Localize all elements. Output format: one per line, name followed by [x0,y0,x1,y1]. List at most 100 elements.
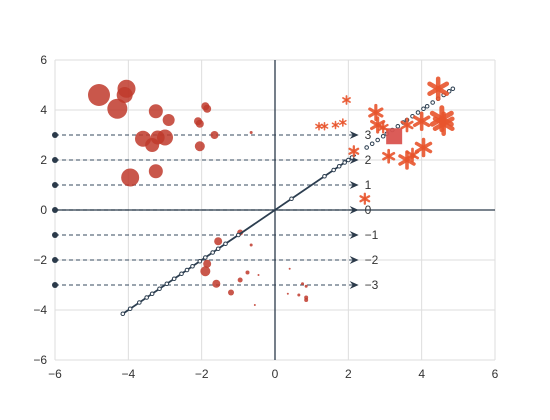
star-arm [405,150,420,160]
level-start-dot [52,132,58,138]
circle-marker [121,168,140,187]
diagonal-point [120,311,126,317]
diagonal-point [342,160,347,165]
star-arm [331,122,340,128]
level-start-dot [52,232,58,238]
diagonal-point [369,141,375,147]
level-start-dot [52,257,58,263]
level-arrow-head [349,131,359,139]
x-tick-label: −6 [48,367,62,381]
star-arm [382,151,396,161]
diagonal-point [197,258,203,264]
x-tick-label: 6 [492,367,499,381]
star-series [315,76,455,205]
diagonal-point [364,145,369,150]
diagonal-point [289,196,294,202]
star-marker [342,95,351,105]
star-marker [400,117,414,133]
tick-labels: −6 −4 −2 0 2 4 6 −6 −4 −2 0 2 4 6 [33,53,498,381]
diagonal-point [421,106,426,112]
circle-marker [245,270,250,275]
circle-marker [162,114,175,126]
star-marker [432,111,455,136]
circle-marker [195,119,204,128]
circle-marker [203,104,212,113]
diagonal-point [179,271,184,277]
star-arm [412,115,431,128]
diagonal-point [336,163,342,169]
x-tick-label: 2 [345,367,352,381]
star-marker [320,121,329,131]
circle-marker [157,129,173,146]
level-start-dot [52,282,58,288]
circle-marker [88,84,110,106]
y-tick-label: 4 [40,103,47,117]
diagonal-point [395,123,401,129]
star-arm [377,123,389,132]
circle-marker [257,274,260,276]
level-arrow-head [349,281,359,289]
y-tick-label: −4 [33,303,47,317]
circle-marker [148,104,163,119]
star-arm [339,119,347,126]
circle-marker [253,304,256,306]
y-tick-label: −6 [33,353,47,367]
star-marker [370,116,386,134]
diagonal-point [210,250,215,255]
level-arrow-head [349,181,359,189]
circle-marker [286,292,289,295]
level-label: −1 [365,228,379,242]
circle-marker [212,279,221,288]
diagonal-point [430,100,435,105]
x-tick-label: 4 [418,367,425,381]
circle-marker [237,277,243,283]
star-marker [348,145,360,158]
star-arm [400,120,414,130]
diagonal-point [157,286,162,292]
diagonal-point [236,232,241,238]
square-marker [386,128,403,145]
x-tick-label: 0 [272,367,279,381]
y-tick-label: 2 [40,153,47,167]
level-start-dot [52,157,58,163]
circle-marker [249,243,253,247]
diagonal-point [164,281,170,287]
level-label: 2 [365,153,372,167]
y-tick-label: 6 [40,53,47,67]
star-arm [414,141,433,154]
circle-marker [194,141,205,152]
diagonal-point [137,300,142,305]
star-marker [382,148,396,164]
level-arrow-head [349,256,359,264]
circle-series [88,79,309,306]
circle-marker [304,298,309,302]
diagonal-point [149,291,155,297]
star-arm [427,81,450,96]
x-tick-label: −4 [121,367,135,381]
diagonal-point [331,167,336,173]
diagonal-point [203,255,208,260]
star-arm [348,147,360,155]
level-label: 1 [365,178,372,192]
y-tick-label: 0 [40,203,47,217]
star-arm [359,195,371,203]
level-arrow-head [349,231,359,239]
circle-marker [145,138,160,152]
star-arm [368,107,384,118]
star-arm [432,116,455,131]
star-arm [398,154,416,166]
circle-marker [304,284,308,288]
star-marker [414,137,433,158]
diagonal-point [144,295,149,300]
circle-marker [297,293,301,297]
level-label: −2 [365,253,379,267]
diagonal-point [127,306,133,312]
star-arm [342,97,351,103]
level-label: −3 [365,278,379,292]
diagonal-point [415,110,421,115]
circle-marker [214,237,223,246]
star-marker [331,120,340,130]
circle-marker [228,289,234,296]
